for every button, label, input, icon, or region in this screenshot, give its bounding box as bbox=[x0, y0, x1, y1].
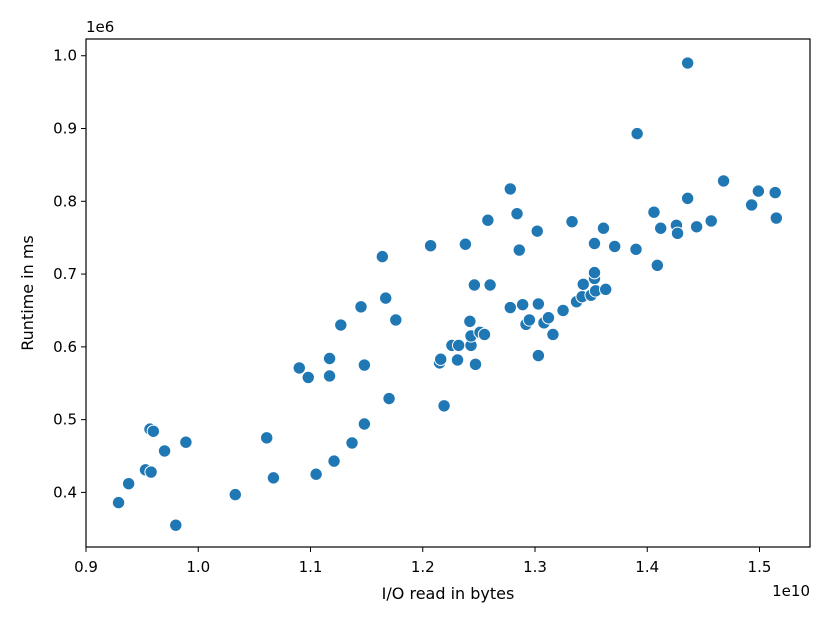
data-point bbox=[650, 258, 665, 273]
data-point bbox=[596, 221, 611, 235]
data-point bbox=[565, 214, 579, 229]
data-point bbox=[716, 174, 731, 188]
data-point bbox=[146, 424, 161, 438]
data-point bbox=[382, 391, 396, 406]
data-point bbox=[389, 313, 403, 327]
data-point bbox=[423, 238, 438, 253]
data-point bbox=[531, 297, 546, 311]
data-point bbox=[599, 282, 613, 297]
data-point bbox=[322, 351, 337, 366]
data-point bbox=[556, 303, 570, 318]
data-point bbox=[629, 242, 643, 257]
data-point bbox=[450, 353, 465, 367]
data-point bbox=[744, 198, 759, 212]
data-point bbox=[587, 265, 602, 280]
x-tick-label: 1.5 bbox=[748, 558, 772, 576]
data-point bbox=[345, 436, 359, 450]
data-point bbox=[531, 348, 546, 363]
y-offset-label: 1e6 bbox=[86, 18, 114, 36]
data-point bbox=[515, 297, 530, 312]
data-point bbox=[322, 369, 337, 383]
data-point bbox=[327, 454, 341, 468]
data-point bbox=[587, 236, 602, 251]
data-point bbox=[266, 471, 281, 485]
data-point bbox=[301, 370, 315, 385]
y-tick-label: 0.7 bbox=[53, 265, 77, 283]
data-point bbox=[437, 399, 451, 413]
data-point bbox=[379, 291, 393, 305]
data-point bbox=[647, 205, 661, 219]
data-point bbox=[483, 278, 497, 292]
data-point bbox=[451, 338, 466, 353]
data-point bbox=[179, 435, 193, 449]
data-point bbox=[467, 278, 482, 292]
data-point bbox=[169, 518, 183, 532]
x-tick-label: 1.2 bbox=[411, 558, 435, 576]
data-point bbox=[607, 239, 622, 254]
data-point bbox=[630, 126, 644, 141]
data-point bbox=[292, 361, 306, 375]
data-point bbox=[654, 221, 668, 235]
data-point bbox=[503, 182, 517, 196]
data-point bbox=[546, 327, 560, 342]
data-point bbox=[768, 185, 782, 200]
y-tick-label: 0.8 bbox=[53, 192, 77, 210]
x-offset-label: 1e10 bbox=[772, 582, 810, 600]
y-tick-label: 0.9 bbox=[53, 120, 77, 138]
data-point bbox=[670, 226, 685, 241]
x-tick-label: 1.1 bbox=[299, 558, 323, 576]
data-point bbox=[309, 467, 323, 481]
data-point bbox=[541, 311, 556, 325]
data-point bbox=[510, 206, 524, 221]
y-tick-label: 0.4 bbox=[53, 483, 77, 501]
data-point bbox=[689, 220, 704, 234]
data-point bbox=[357, 417, 372, 431]
data-point bbox=[228, 487, 242, 502]
x-tick-label: 1.4 bbox=[635, 558, 659, 576]
data-point bbox=[458, 237, 473, 251]
data-point bbox=[144, 465, 158, 479]
data-point bbox=[111, 495, 126, 510]
data-point bbox=[157, 444, 172, 458]
x-tick-label: 0.9 bbox=[74, 558, 98, 576]
y-axis-label: Runtime in ms bbox=[18, 235, 37, 351]
data-point bbox=[357, 358, 372, 372]
data-point bbox=[751, 184, 766, 198]
data-point bbox=[375, 249, 390, 264]
data-point bbox=[503, 300, 517, 315]
data-point bbox=[334, 318, 348, 332]
y-tick-label: 1.0 bbox=[53, 47, 77, 65]
data-point bbox=[463, 314, 477, 329]
plot-frame bbox=[85, 38, 811, 548]
x-axis-ticks: 0.9 1.0 1.1 1.2 1.3 1.4 1.5 bbox=[74, 547, 771, 576]
data-point bbox=[354, 300, 368, 314]
x-axis-label: I/O read in bytes bbox=[382, 584, 515, 603]
data-point bbox=[680, 56, 695, 70]
data-point bbox=[481, 213, 495, 227]
data-point bbox=[512, 243, 526, 257]
data-point bbox=[468, 357, 483, 372]
y-axis-ticks: 0.4 0.5 0.6 0.7 0.8 0.9 1.0 bbox=[53, 47, 86, 501]
data-point bbox=[530, 224, 544, 238]
data-point bbox=[434, 352, 448, 366]
data-point bbox=[680, 191, 695, 206]
data-point bbox=[477, 327, 492, 342]
x-tick-label: 1.3 bbox=[523, 558, 547, 576]
data-point bbox=[522, 313, 537, 327]
y-tick-label: 0.6 bbox=[53, 338, 77, 356]
y-tick-label: 0.5 bbox=[53, 411, 77, 429]
data-point bbox=[260, 431, 274, 445]
data-point bbox=[769, 211, 784, 225]
data-point bbox=[704, 214, 718, 228]
data-point bbox=[121, 476, 136, 491]
points-layer bbox=[111, 56, 784, 532]
x-tick-label: 1.0 bbox=[186, 558, 210, 576]
data-point bbox=[576, 277, 590, 291]
